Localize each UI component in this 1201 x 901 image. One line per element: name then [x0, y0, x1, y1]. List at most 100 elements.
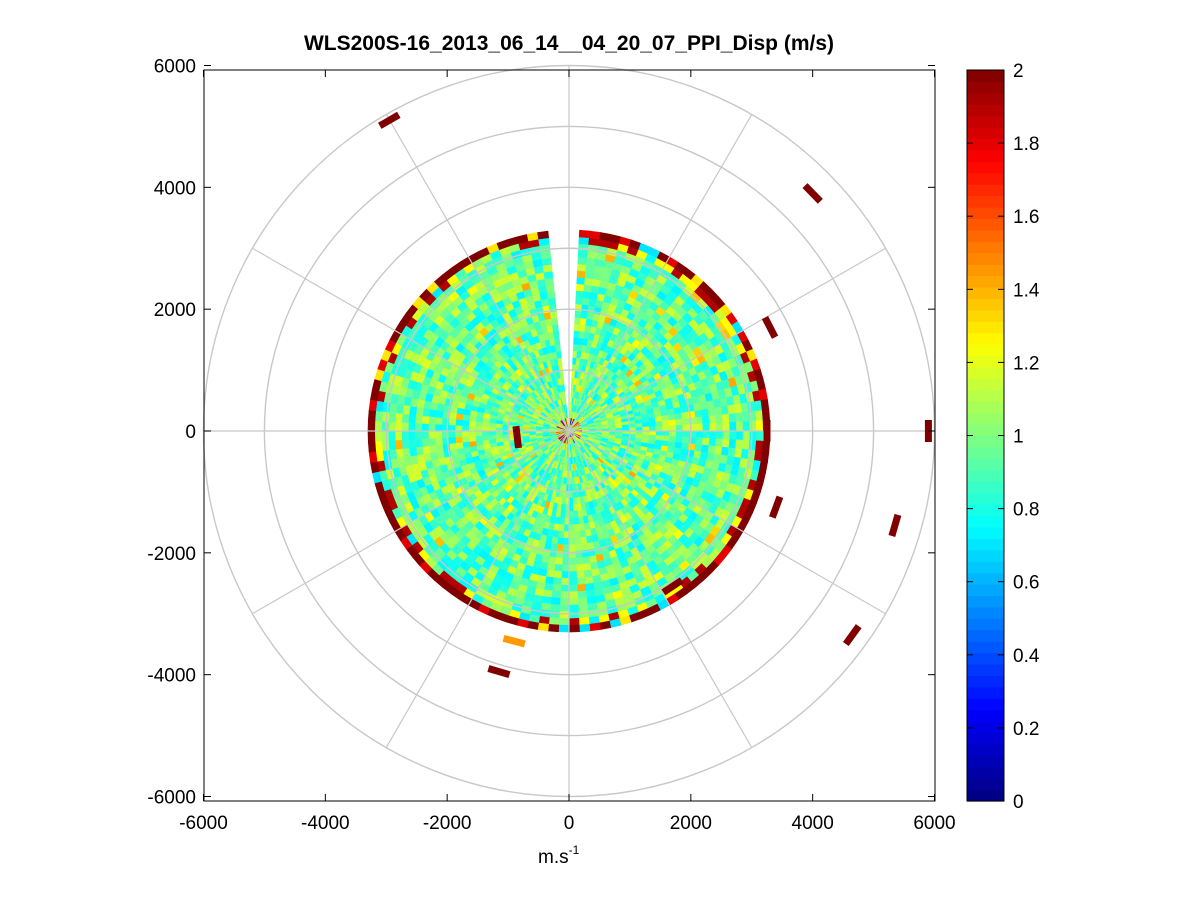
scan-cell: [728, 439, 737, 449]
scan-cell: [407, 422, 416, 432]
scan-cell: [549, 610, 560, 619]
scan-cell: [374, 420, 382, 432]
scan-cell: [564, 510, 570, 519]
scan-cell: [701, 408, 710, 418]
scan-cell: [558, 618, 570, 626]
scan-cell: [559, 604, 570, 613]
scan-cell: [474, 430, 483, 437]
x-tick-label: 2000: [670, 813, 712, 834]
scan-cell: [556, 537, 564, 546]
colorbar-step: [967, 629, 1004, 642]
scan-cell: [537, 622, 550, 632]
scan-cell: [468, 435, 477, 442]
colorbar-step: [967, 115, 1004, 128]
scan-cell: [474, 425, 483, 432]
scan-cell: [428, 437, 437, 447]
scan-cell: [468, 430, 476, 437]
scan-cell: [648, 421, 657, 428]
colorbar-step: [967, 743, 1004, 756]
colorbar-step: [967, 389, 1004, 402]
scan-cell: [578, 610, 589, 619]
colorbar-step: [967, 149, 1004, 162]
scan-cell: [695, 437, 704, 446]
outlier-mark: [763, 420, 771, 442]
colorbar-step: [967, 355, 1004, 368]
scan-cell: [675, 424, 684, 432]
scan-cell: [428, 408, 437, 418]
scan-cell: [394, 430, 403, 441]
scan-cell: [549, 310, 558, 319]
scan-cell: [367, 440, 377, 453]
scan-cell: [578, 229, 591, 239]
colorbar-step: [967, 218, 1004, 231]
scan-cell: [568, 591, 579, 599]
scan-cell: [635, 422, 643, 428]
colorbar-step: [967, 412, 1004, 425]
scan-cell: [553, 570, 562, 579]
scan-cell: [568, 524, 575, 532]
y-tick-label: -4000: [147, 666, 196, 687]
scan-cell: [374, 430, 382, 442]
scan-cell: [715, 422, 724, 432]
scan-cell: [760, 450, 770, 463]
colorbar-step: [967, 321, 1004, 334]
scan-cell: [662, 430, 670, 437]
scan-cell: [655, 420, 664, 427]
colorbar-step: [967, 663, 1004, 676]
scan-cell: [642, 426, 650, 432]
scan-cell: [715, 430, 724, 440]
scan-cell: [749, 420, 757, 432]
colorbar-step: [967, 81, 1004, 94]
scan-cell: [574, 543, 582, 552]
scan-cell: [547, 297, 557, 306]
scan-cell: [454, 430, 463, 438]
scan-cell: [568, 531, 575, 539]
colorbar-step: [967, 549, 1004, 562]
colorbar-step: [967, 446, 1004, 459]
scan-cell: [575, 290, 585, 299]
scan-cell: [577, 597, 588, 606]
scan-cell: [695, 430, 704, 439]
scan-cell: [735, 421, 744, 432]
scan-cell: [729, 430, 737, 441]
scan-cell: [748, 411, 757, 422]
scan-cell: [578, 623, 591, 633]
scan-cell: [568, 571, 578, 579]
scan-cell: [574, 310, 582, 319]
scan-cell: [675, 418, 684, 426]
y-tick-label: 4000: [154, 178, 196, 199]
scan-cell: [568, 557, 577, 566]
colorbar-step: [967, 344, 1004, 357]
scan-cell: [388, 439, 397, 451]
scan-cell: [401, 413, 410, 423]
scan-cell: [668, 419, 677, 427]
scan-cell: [468, 440, 477, 448]
colorbar: 0 0.2 0.4 0.6 0.8 1 1.2 1.4 1.6 1.8 2: [966, 61, 1040, 813]
colorbar-step: [967, 161, 1004, 174]
x-tick-label: 0: [564, 813, 575, 834]
scan-cell: [428, 444, 437, 454]
colorbar-step: [967, 732, 1004, 745]
scan-cell: [547, 623, 560, 633]
scan-cell: [741, 439, 750, 451]
colorbar-step: [967, 366, 1004, 379]
scan-cell: [557, 357, 563, 366]
scan-cell: [648, 426, 657, 432]
scan-cell: [434, 430, 443, 439]
scan-cell: [381, 420, 389, 432]
scan-cell: [368, 399, 378, 412]
scan-cell: [495, 434, 503, 440]
scan-cell: [561, 557, 570, 566]
colorbar-step: [967, 127, 1004, 140]
scan-cell: [568, 618, 580, 626]
scan-cell: [669, 430, 677, 437]
scan-cell: [701, 444, 710, 454]
x-axis-label-text: m.s: [538, 847, 569, 868]
colorbar-step: [967, 789, 1004, 802]
scan-cell: [468, 425, 476, 432]
scan-cell: [580, 543, 589, 552]
scan-cell: [668, 435, 677, 443]
scan-cell: [553, 337, 561, 346]
colorbar-step: [967, 424, 1004, 437]
